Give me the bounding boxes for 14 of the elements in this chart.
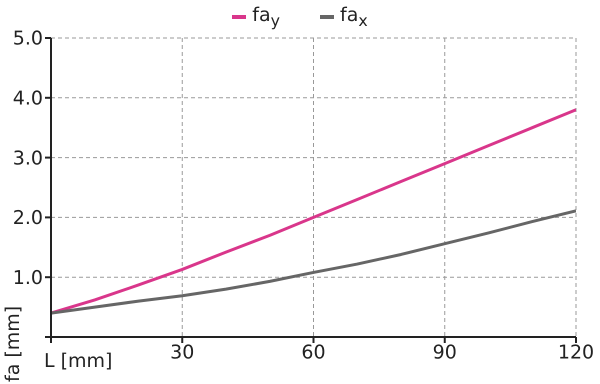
y-tick-label: 3.0 [12, 147, 43, 170]
x-tick-label: 90 [432, 341, 457, 364]
legend-label: fa$_{x}$ [340, 4, 368, 30]
x-tick-label: 120 [558, 341, 594, 364]
legend-label: fa$_{y}$ [252, 4, 280, 30]
line-series [51, 209, 576, 315]
y-tick-label: 4.0 [12, 88, 43, 110]
y-tick-label: 5.0 [12, 28, 43, 50]
y-tick-label: 1.0 [12, 266, 43, 289]
x-axis-title: L [mm] [44, 350, 112, 372]
x-tick-label: 30 [170, 341, 194, 364]
y-axis-title: fa [mm] [2, 306, 24, 382]
x-tick-label: 60 [301, 341, 326, 364]
y-tick-label: 2.0 [12, 207, 43, 230]
